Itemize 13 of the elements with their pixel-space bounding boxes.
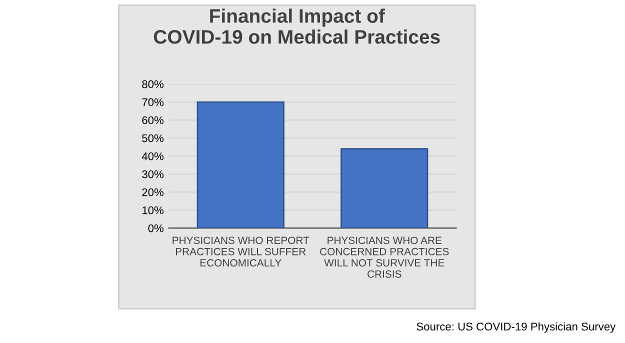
y-tick-label: 30% bbox=[142, 170, 164, 178]
chart-title: Financial Impact of COVID-19 on Medical Practices bbox=[154, 8, 440, 44]
source-note: Source: US COVID-19 Physician Survey bbox=[416, 322, 616, 333]
y-tick-label: 60% bbox=[142, 116, 164, 124]
x-tick-label: PHYSICIANS WHO ARE CONCERNED PRACTICES WILL NOT SURVIVE THE CRISIS bbox=[320, 236, 449, 278]
y-tick-label: 0% bbox=[148, 224, 164, 232]
x-tick-label: PHYSICIANS WHO REPORT PRACTICES WILL SUFFER ECONOMICALLY bbox=[172, 236, 310, 267]
y-tick-label: 20% bbox=[142, 188, 164, 196]
y-tick-label: 10% bbox=[142, 206, 164, 214]
y-tick-label: 40% bbox=[142, 152, 164, 160]
y-tick-label: 80% bbox=[142, 80, 164, 88]
y-tick-label: 70% bbox=[142, 98, 164, 106]
y-tick-label: 50% bbox=[142, 134, 164, 142]
